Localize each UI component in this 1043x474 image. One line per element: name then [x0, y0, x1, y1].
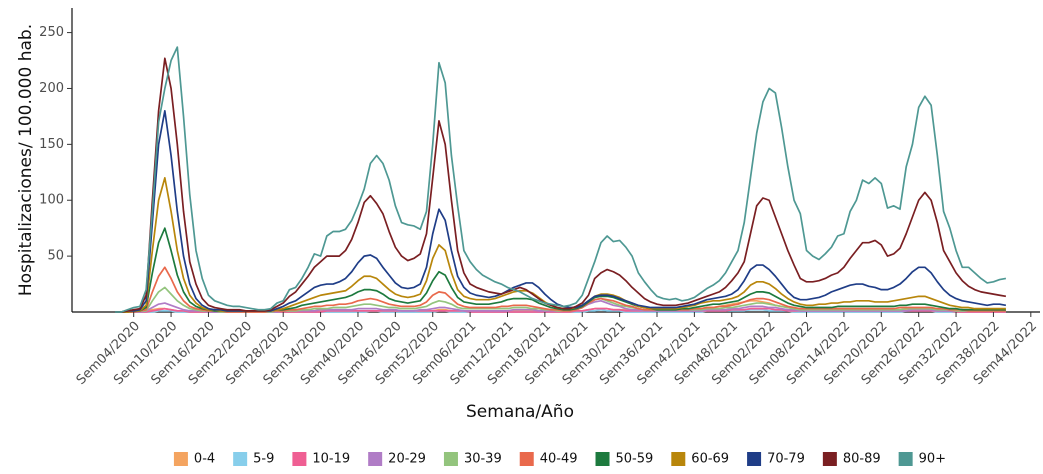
y-tick-label: 50	[47, 249, 64, 264]
legend-label: 60-69	[691, 452, 729, 467]
legend: 0-4 5-9 10-19 20-29 30-39 40-49 50-59 60-69 70-7…	[173, 452, 946, 467]
y-tick-label: 200	[39, 81, 64, 96]
legend-label: 10-19	[312, 452, 350, 467]
legend-swatch	[595, 452, 610, 466]
legend-label: 20-29	[388, 452, 426, 467]
series-line	[115, 109, 1007, 313]
legend-label: 50-59	[616, 452, 654, 467]
legend-swatch	[443, 452, 458, 466]
series-line	[115, 266, 1006, 313]
legend-label: 70-79	[767, 452, 805, 467]
legend-swatch	[747, 452, 762, 466]
legend-label: 90+	[919, 452, 946, 467]
legend-swatch	[519, 452, 534, 466]
series-line	[115, 57, 1007, 313]
legend-swatch	[822, 452, 837, 466]
legend-label: 0-4	[194, 452, 215, 467]
legend-label: 80-89	[843, 452, 881, 467]
legend-swatch	[368, 452, 383, 466]
legend-label: 40-49	[540, 452, 578, 467]
legend-label: 30-39	[464, 452, 502, 467]
x-tick-label: Sem04/2020	[74, 319, 143, 388]
y-tick-label: 150	[39, 137, 64, 152]
legend-label: 5-9	[253, 452, 274, 467]
lines	[115, 46, 1007, 313]
y-axis-title: Hospitalizaciones/ 100.000 hab.	[16, 24, 36, 296]
series-line	[115, 46, 1007, 313]
y-tick-label: 250	[39, 25, 64, 40]
legend-swatch	[671, 452, 686, 466]
x-axis-title: Semana/Año	[466, 402, 574, 422]
legend-swatch	[292, 452, 307, 466]
legend-swatch	[898, 452, 913, 466]
series-line	[115, 177, 1006, 313]
y-tick-label: 100	[39, 193, 64, 208]
legend-swatch	[173, 452, 188, 466]
legend-swatch	[233, 452, 248, 466]
